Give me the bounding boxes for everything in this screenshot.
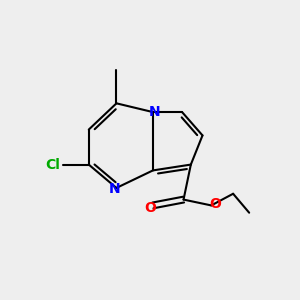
Text: N: N [109, 182, 121, 197]
Text: N: N [148, 105, 160, 119]
Text: O: O [144, 201, 156, 215]
Text: Cl: Cl [45, 158, 60, 172]
Text: O: O [209, 197, 221, 211]
